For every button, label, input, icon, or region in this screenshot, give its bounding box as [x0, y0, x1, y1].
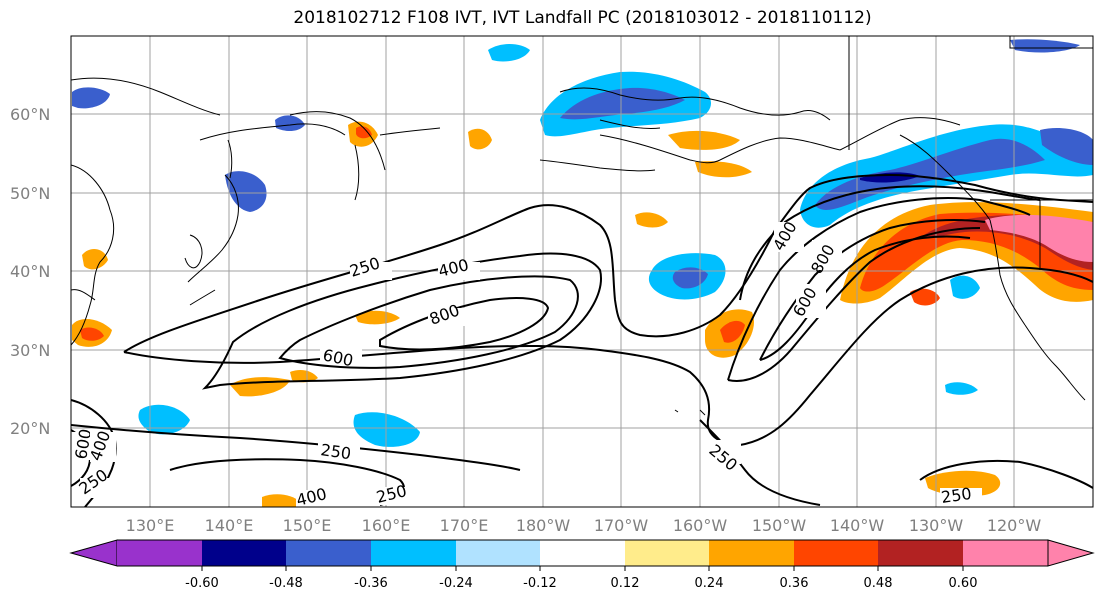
- contour-250-south-east: [919, 459, 1093, 489]
- longitude-label: 140°E: [205, 516, 254, 535]
- contour-400-north-pacific: [201, 252, 602, 390]
- colorbar-tick-label: -0.60: [185, 576, 219, 591]
- latitude-label: 60°N: [10, 105, 50, 124]
- longitude-label: 160°E: [362, 516, 411, 535]
- colorbar-extend-low: [69, 539, 118, 567]
- contour-800-ar-return: [759, 235, 971, 361]
- positive-region-hawaii-north-core: [720, 320, 745, 343]
- colorbar-swatch: [456, 540, 540, 566]
- longitude-label: 160°W: [673, 516, 728, 535]
- negative-region-kuril: [275, 115, 305, 132]
- colorbar-swatch: [878, 540, 963, 566]
- longitude-axis: 130°E 140°E 150°E 160°E 170°E 180°W 170°…: [126, 516, 1042, 535]
- longitude-label: 150°E: [283, 516, 332, 535]
- negative-region-east-small: [945, 382, 978, 395]
- positive-region-subtropic-central-2: [290, 370, 318, 383]
- longitude-label: 120°W: [987, 516, 1042, 535]
- positive-region-south-west: [262, 494, 300, 507]
- contour-250-south: [71, 424, 521, 471]
- latitude-axis: 60°N 50°N 40°N 30°N 20°N: [10, 105, 50, 438]
- positive-region-alaska-south: [668, 130, 740, 150]
- longitude-label: 170°E: [440, 516, 489, 535]
- longitude-label: 180°W: [516, 516, 571, 535]
- colorbar-swatch: [202, 540, 286, 566]
- negative-region-southwest: [950, 275, 980, 299]
- negative-region-arctic-2: [1010, 39, 1080, 53]
- map-frame: [70, 35, 1094, 508]
- contour-label: 400: [294, 484, 328, 510]
- contour-600-north-pacific: [278, 275, 579, 369]
- map-title: 2018102712 F108 IVT, IVT Landfall PC (20…: [293, 8, 872, 28]
- positive-region-japan-west: [82, 248, 108, 270]
- latitude-label: 40°N: [10, 262, 50, 281]
- positive-region-east-small: [910, 288, 940, 306]
- contour-600-ar: [727, 197, 1031, 381]
- colorbar-tick-label: -0.12: [523, 576, 557, 591]
- contour-400-ar: [739, 185, 1041, 301]
- colorbar-swatch: [963, 540, 1048, 566]
- colorbar-tick-label: -0.36: [354, 576, 388, 591]
- longitude-label: 150°W: [752, 516, 807, 535]
- longitude-label: 170°W: [594, 516, 649, 535]
- colorbar-tick-label: -0.48: [269, 576, 303, 591]
- latitude-label: 50°N: [10, 184, 50, 203]
- colorbar-swatch: [540, 540, 625, 566]
- negative-region-bering-inner: [560, 87, 685, 120]
- negative-region-west-pacific-2: [353, 412, 420, 447]
- positive-region-subtropical-west-core: [80, 327, 104, 341]
- colorbar-tick-label: 0.48: [864, 576, 893, 591]
- longitude-label: 130°E: [126, 516, 175, 535]
- contour-label-layer: 250 400 800 600 400 800 600 250 250 250 …: [71, 218, 982, 510]
- positive-region-north-pacific: [355, 310, 400, 325]
- colorbar-swatch: [117, 540, 202, 566]
- colorbar-tick-label: -0.24: [439, 576, 473, 591]
- positive-region-alaska-south-2: [695, 161, 752, 178]
- colorbar-extend-high: [1047, 539, 1095, 567]
- colorbar-tick-label: 0.36: [780, 576, 809, 591]
- colorbar-tick-label: 0.24: [695, 576, 724, 591]
- negative-region-east-canada: [1040, 128, 1093, 165]
- negative-region-west-pacific: [138, 404, 190, 435]
- negative-region-japan-north: [225, 171, 267, 212]
- latitude-label: 20°N: [10, 419, 50, 438]
- positive-region-bering-sea: [468, 128, 492, 150]
- contour-label: 250: [940, 484, 973, 507]
- positive-region-mid-pacific: [635, 212, 668, 228]
- contour-250-south-east-2: [699, 419, 821, 506]
- coastlines: [71, 36, 1093, 416]
- colorbar-swatch: [709, 540, 794, 566]
- contour-label: 250: [319, 440, 352, 463]
- colorbar-swatch: [625, 540, 709, 566]
- colorbar-swatch: [286, 540, 371, 566]
- colorbar-swatch: [371, 540, 456, 566]
- negative-region-arctic: [488, 44, 530, 62]
- colorbar-tick-label: 0.60: [949, 576, 978, 591]
- colorbar-tick-label: 0.12: [611, 576, 640, 591]
- colorbar: -0.60 -0.48 -0.36 -0.24 -0.12 0.12 0.24 …: [69, 539, 1095, 591]
- contour-600-ar-return: [727, 227, 981, 382]
- negative-region-gulf-alaska-inner: [815, 138, 1045, 210]
- graticule: [71, 36, 1093, 507]
- positive-region-northeast-peak: [985, 214, 1093, 262]
- contour-800-ar: [759, 219, 986, 361]
- longitude-label: 140°W: [830, 516, 885, 535]
- negative-region-kamchatka: [72, 87, 110, 109]
- latitude-label: 30°N: [10, 341, 50, 360]
- colorbar-swatch: [794, 540, 878, 566]
- positive-region-siberia-core: [356, 126, 372, 139]
- negative-region-central-pacific-core: [672, 267, 708, 289]
- longitude-label: 130°W: [909, 516, 964, 535]
